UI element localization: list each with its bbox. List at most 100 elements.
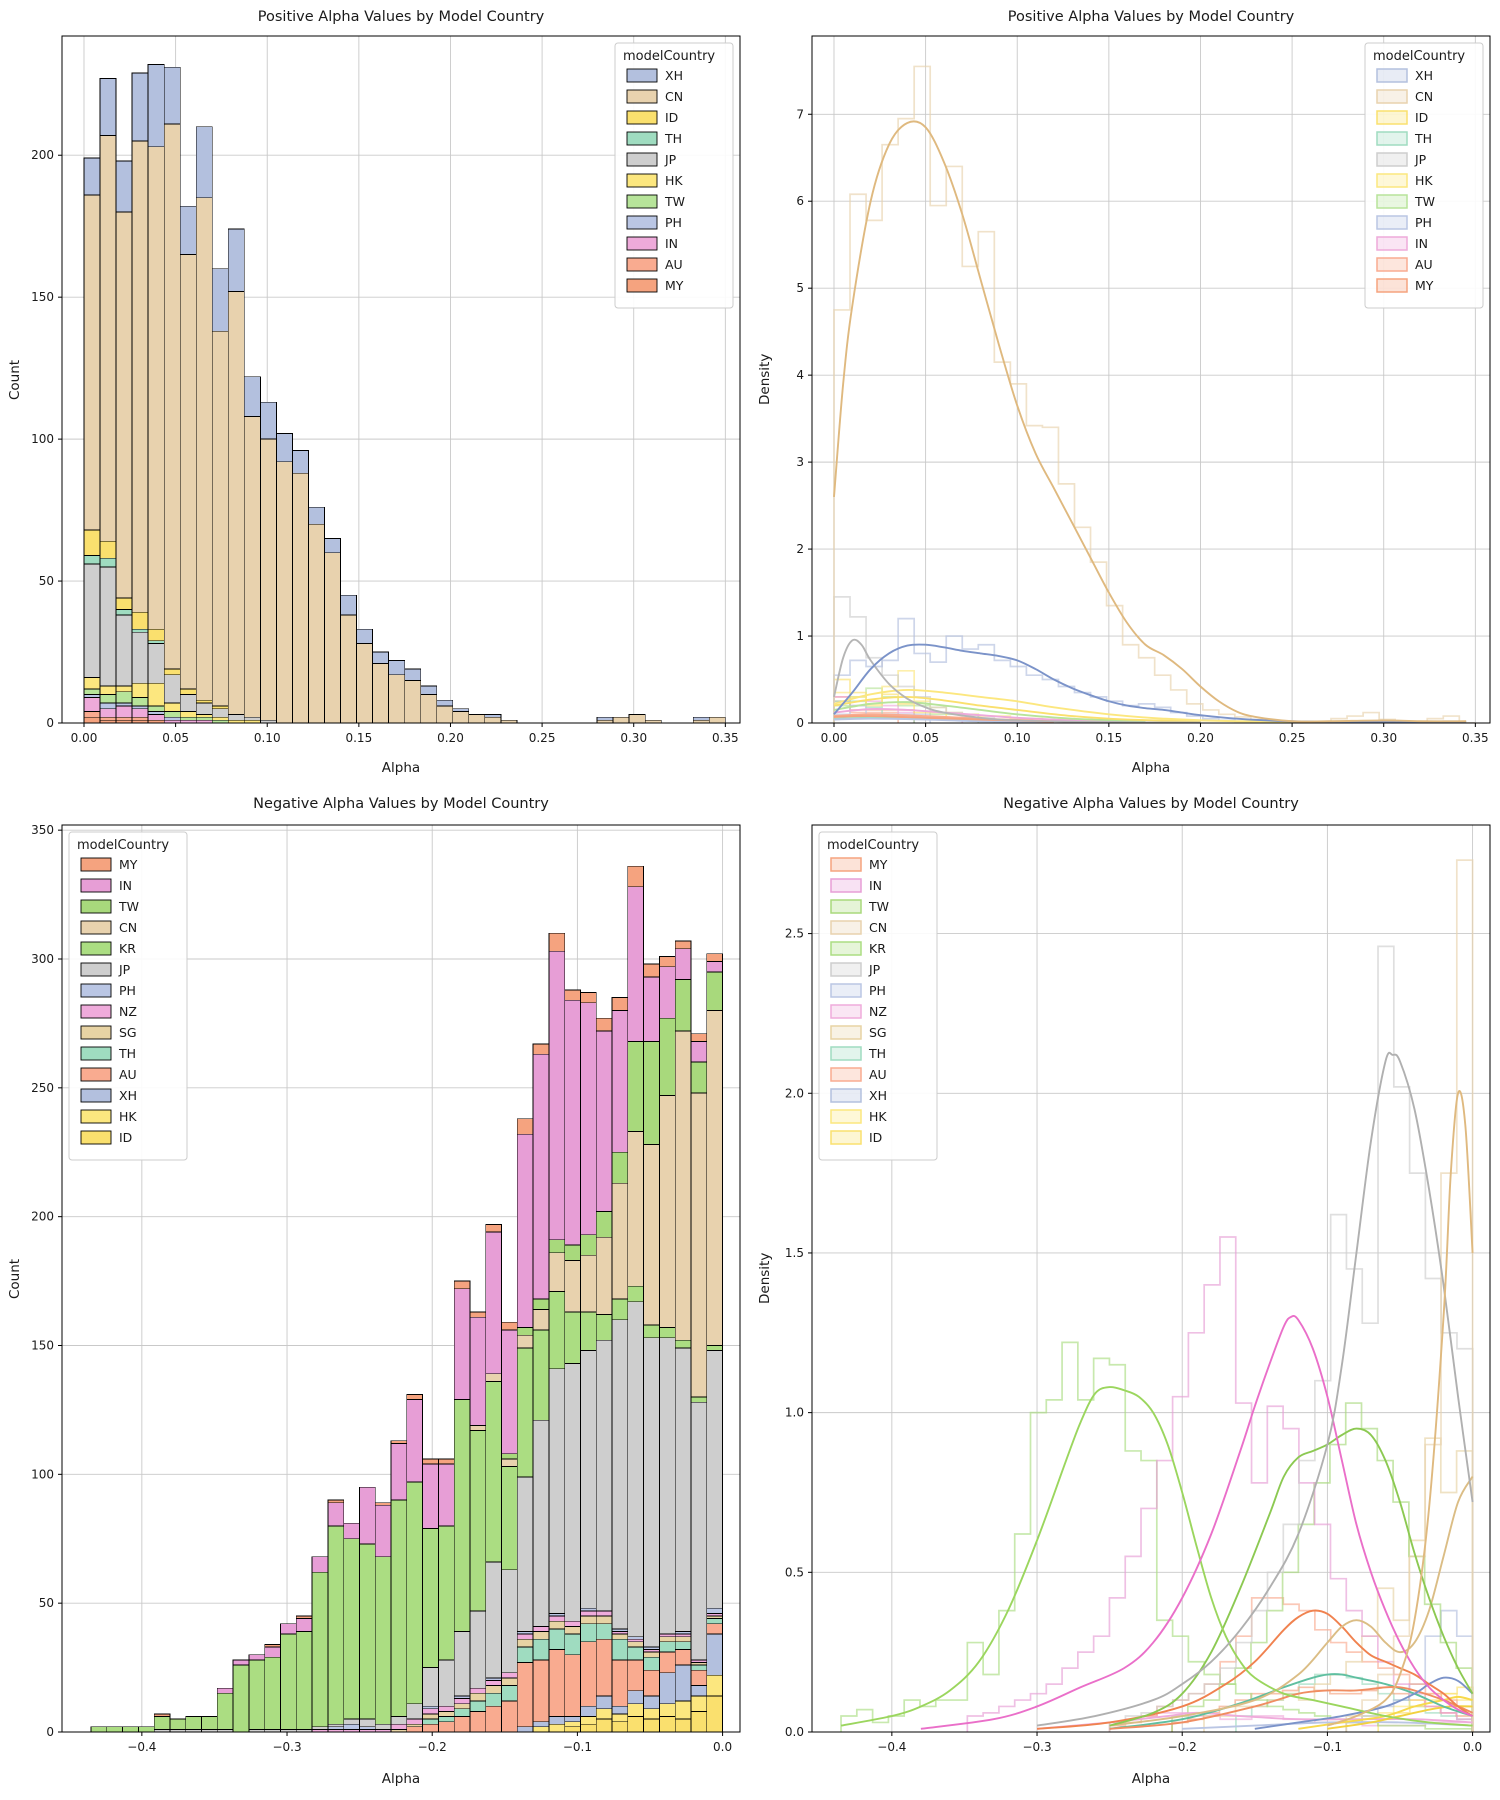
bar-segment-AU [406, 1726, 423, 1732]
bar-segment-XH [131, 72, 149, 142]
y-tick-label: 50 [39, 1596, 54, 1610]
legend-swatch-TW [626, 194, 658, 209]
legend-swatch-MY [626, 278, 658, 293]
bar-segment-ID [580, 1723, 597, 1732]
bar-segment-IN [115, 705, 133, 718]
bar-segment-MY [374, 1502, 392, 1506]
bar-segment-XH [99, 78, 117, 136]
bar-segment-AU [437, 1721, 455, 1732]
x-tick-label: 0.0 [713, 1740, 732, 1754]
bar-segment-IN [706, 961, 723, 973]
bar-segment-SG [643, 1651, 660, 1658]
bar-segment-TH [548, 1628, 566, 1650]
legend-label-SG: SG [119, 1025, 137, 1040]
legend-swatch-KR [80, 941, 112, 956]
bar-segment-SG [580, 1615, 597, 1625]
y-tick-label: 0 [46, 716, 54, 730]
x-tick-label: 0.20 [1187, 731, 1214, 745]
bar-segment-CN [532, 1309, 550, 1331]
bar-segment-CN [436, 705, 454, 723]
kde-curve-PH [1182, 1721, 1473, 1730]
y-tick-label: 300 [31, 952, 54, 966]
bar-segment-CN [292, 472, 309, 723]
bar-segment-PH [99, 702, 117, 710]
bar-segment-KR [706, 1345, 723, 1352]
bar-segment-IN [374, 1504, 392, 1558]
bar-segment-TH [643, 1656, 660, 1671]
legend-swatch-PH [830, 983, 862, 998]
step-hist-TW [1171, 1402, 1473, 1732]
legend-label-TW: TW [118, 899, 139, 914]
bar-segment-KR [232, 1664, 250, 1732]
bar-segment-AU [548, 1649, 566, 1717]
legend-label-PH: PH [665, 215, 682, 230]
y-tick-label: 100 [31, 432, 54, 446]
legend-swatch-TW [1376, 194, 1408, 209]
bar-segment-XH [674, 1664, 692, 1702]
x-axis-label: Alpha [1131, 1771, 1171, 1787]
bar-segment-XH [436, 699, 454, 707]
bar-segment-IN [359, 1486, 376, 1545]
legend-swatch-IN [830, 878, 862, 893]
bar-segment-CN [659, 1095, 676, 1328]
legend-swatch-IN [626, 236, 658, 251]
legend-swatch-AU [1376, 257, 1408, 272]
bar-segment-XH [580, 1705, 597, 1717]
bar-segment-CN [99, 134, 117, 542]
bar-segment-KR [374, 1556, 392, 1725]
bar-segment-KR [295, 1631, 313, 1730]
bar-segment-ID [83, 529, 101, 556]
bar-segment-TW [706, 971, 723, 1011]
bar-segment-ID [195, 699, 213, 704]
bar-segment-KR [248, 1659, 266, 1730]
legend-label-KR: KR [869, 941, 886, 956]
bar-segment-AU [580, 1641, 597, 1707]
legend-swatch-JP [1376, 152, 1408, 167]
bar-segment-NZ [406, 1718, 423, 1725]
legend-swatch-MY [1376, 278, 1408, 293]
bar-segment-IN [501, 1329, 518, 1455]
bar-segment-HK [115, 685, 133, 693]
bar-segment-ID [627, 1716, 645, 1732]
kde-curve-TW [1109, 1427, 1474, 1727]
bar-segment-ID [179, 688, 197, 696]
step-hist-IN [966, 1236, 1474, 1732]
legend-swatch-PH [1376, 215, 1408, 230]
legend-label-JP: JP [868, 962, 881, 977]
bar-segment-AU [115, 716, 133, 721]
chart-title: Positive Alpha Values by Model Country [1007, 9, 1295, 25]
bar-segment-CN [485, 1373, 502, 1382]
bar-segment-KR [106, 1726, 124, 1732]
bar-segment-JP [227, 714, 245, 721]
bar-segment-KR [422, 1528, 439, 1668]
legend-label-JP: JP [664, 152, 677, 167]
bar-segment-KR [185, 1716, 202, 1730]
bar-segment-HK [131, 682, 149, 698]
bar-segment-JP [179, 694, 197, 713]
bar-segment-HK [195, 714, 213, 718]
legend-swatch-ID [626, 110, 658, 125]
y-tick-label: 350 [31, 823, 54, 837]
legend-swatch-TW [830, 899, 862, 914]
bar-segment-CN [452, 711, 470, 723]
bar-segment-SG [453, 1703, 471, 1710]
legend-label-PH: PH [1415, 215, 1432, 230]
bar-segment-XH [659, 1672, 676, 1705]
x-tick-label: 0.25 [529, 731, 556, 745]
legend-swatch-TH [626, 131, 658, 146]
bar-segment-JP [211, 708, 229, 718]
bar-segment-AU [611, 1659, 629, 1707]
bar-segment-HK [643, 1708, 660, 1720]
legend-label-TH: TH [664, 131, 682, 146]
legend-swatch-HK [830, 1109, 862, 1124]
legend-swatch-ID [80, 1130, 112, 1145]
bar-segment-KR [516, 1347, 534, 1478]
bar-segment-SG [437, 1710, 455, 1717]
bar-segment-MY [422, 1458, 439, 1465]
legend-swatch-HK [1376, 173, 1408, 188]
bar-segment-TH [485, 1692, 502, 1707]
bar-segment-CN [595, 1236, 613, 1315]
bar-segment-JP [516, 1476, 534, 1632]
bar-segment-XH [275, 433, 293, 463]
